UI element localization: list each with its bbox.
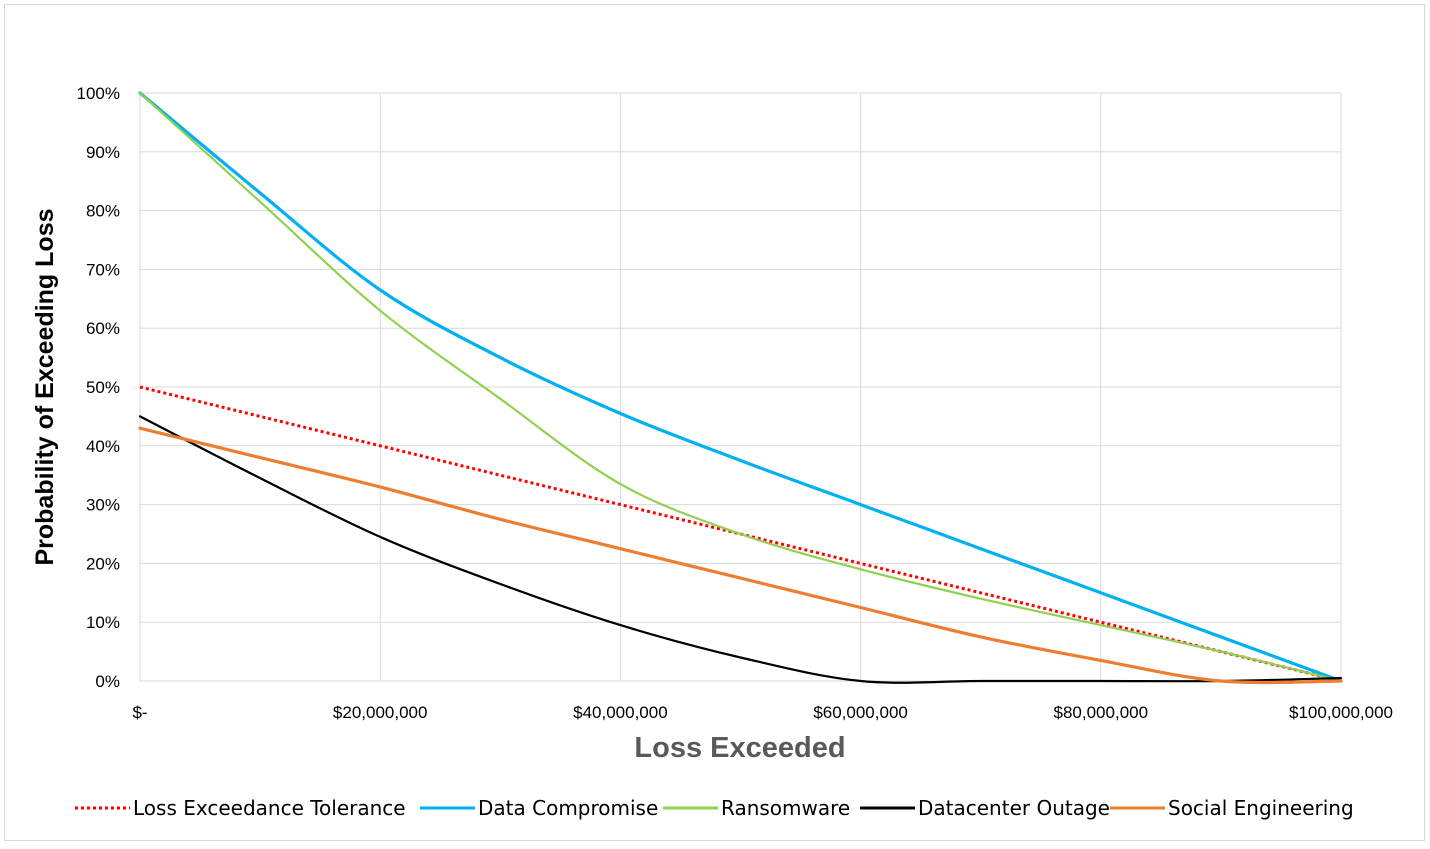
- x-tick-label: $100,000,000: [1289, 703, 1393, 722]
- x-tick-label: $20,000,000: [333, 703, 428, 722]
- y-axis-title: Probability of Exceeding Loss: [31, 208, 59, 565]
- y-tick-label: 40%: [86, 437, 120, 456]
- y-tick-label: 50%: [86, 378, 120, 397]
- y-axis-ticks: 0% 10% 20% 30% 40% 50% 60% 70% 80% 90% 100%: [77, 84, 120, 691]
- series-lines: [138, 91, 1343, 685]
- legend-label: Social Engineering: [1168, 796, 1354, 820]
- legend-label: Datacenter Outage: [918, 796, 1110, 820]
- series-line-ransomware: [138, 91, 1343, 683]
- x-tick-label: $-: [132, 703, 147, 722]
- series-line-datacenter-outage: [138, 415, 1343, 684]
- grid-lines: [139, 92, 1342, 682]
- y-tick-label: 60%: [86, 319, 120, 338]
- x-tick-label: $40,000,000: [573, 703, 668, 722]
- y-tick-label: 30%: [86, 496, 120, 515]
- legend-label: Loss Exceedance Tolerance: [133, 796, 406, 820]
- y-tick-label: 20%: [86, 554, 120, 573]
- y-tick-label: 70%: [86, 260, 120, 279]
- x-axis-ticks: $- $20,000,000 $40,000,000 $60,000,000 $80,0…: [132, 703, 1393, 722]
- y-tick-label: 0%: [95, 672, 120, 691]
- chart-frame: [4, 4, 1425, 841]
- x-tick-label: $60,000,000: [813, 703, 908, 722]
- x-axis-title: Loss Exceeded: [634, 732, 845, 764]
- legend-label: Data Compromise: [478, 796, 658, 820]
- y-tick-label: 80%: [86, 202, 120, 221]
- legend-label: Ransomware: [721, 796, 850, 820]
- series-line-social-engineering: [138, 426, 1343, 685]
- y-tick-label: 90%: [86, 143, 120, 162]
- x-tick-label: $80,000,000: [1054, 703, 1149, 722]
- y-tick-label: 10%: [86, 613, 120, 632]
- y-tick-label: 100%: [77, 84, 120, 103]
- series-line-data-compromise: [138, 91, 1343, 683]
- legend: Loss Exceedance Tolerance Data Compromise…: [75, 796, 1354, 820]
